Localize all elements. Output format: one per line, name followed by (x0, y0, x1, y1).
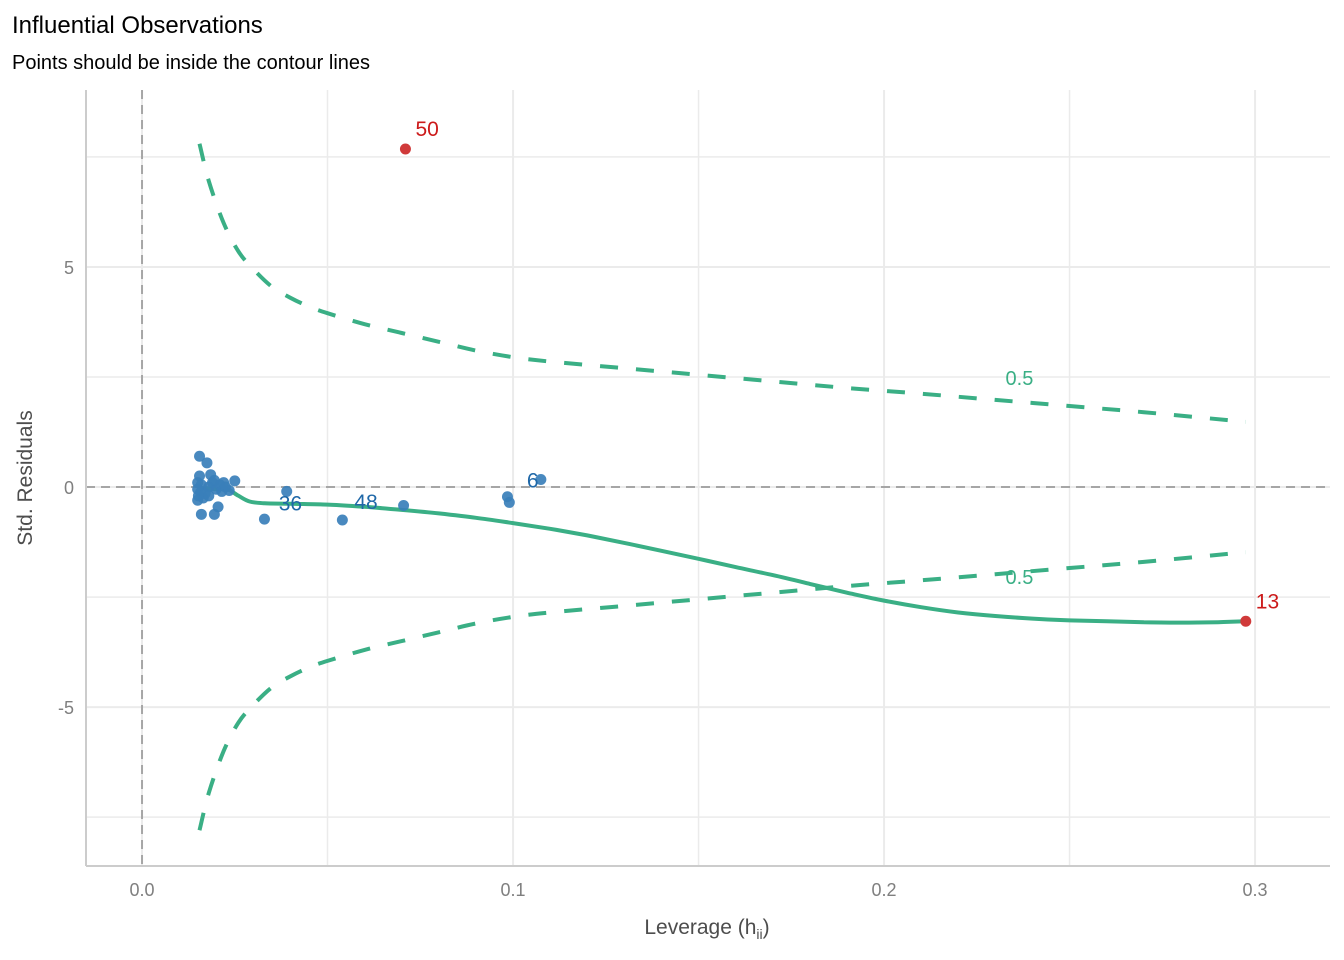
lower-contour-line (197, 550, 1246, 831)
point-label-48: 48 (354, 491, 377, 514)
data-points (192, 143, 1252, 627)
upper-contour-label: 0.5 (1006, 368, 1034, 390)
y-axis-ticks: 5 0 -5 (58, 258, 74, 718)
point-label-6: 6 (527, 470, 539, 493)
data-point (258, 513, 270, 525)
chart-subtitle: Points should be inside the contour line… (12, 52, 370, 74)
data-point (281, 485, 293, 497)
grid-lines (86, 90, 1330, 866)
data-point (203, 490, 215, 502)
data-point (398, 500, 410, 512)
y-tick-label: 5 (64, 258, 74, 278)
point-labels: 36 48 6 50 13 (279, 118, 1279, 613)
smooth-line (199, 485, 1246, 625)
cooks-distance-contours: 0.5 0.5 (197, 143, 1246, 831)
data-point (336, 514, 348, 526)
point-label-36: 36 (279, 492, 302, 515)
data-point (223, 485, 235, 497)
reference-lines (86, 90, 1330, 866)
data-point (229, 475, 241, 487)
data-point (208, 508, 220, 520)
chart-title: Influential Observations (12, 12, 263, 39)
x-axis-title-subscript: ii (756, 926, 762, 942)
data-point (194, 450, 206, 462)
x-axis-title: Leverage (hii) (644, 916, 769, 942)
data-point (195, 508, 207, 520)
x-tick-label: 0.0 (130, 880, 155, 900)
data-point (503, 496, 515, 508)
lower-contour-label: 0.5 (1006, 567, 1034, 589)
x-tick-label: 0.3 (1243, 880, 1268, 900)
x-axis-ticks: 0.0 0.1 0.2 0.3 (130, 880, 1268, 900)
axis-lines (85, 90, 1330, 867)
x-tick-label: 0.1 (501, 880, 526, 900)
x-tick-label: 0.2 (872, 880, 897, 900)
x-axis-title-main: Leverage (h (644, 916, 756, 939)
point-label-13: 13 (1256, 590, 1279, 613)
data-point (535, 474, 547, 486)
influential-point (399, 143, 411, 155)
y-tick-label: 0 (64, 478, 74, 498)
smooth-line-group (199, 485, 1246, 625)
influential-point (1240, 615, 1252, 627)
data-point (192, 494, 204, 506)
upper-contour-line (197, 143, 1246, 424)
point-label-50: 50 (415, 118, 438, 141)
y-tick-label: -5 (58, 698, 74, 718)
data-point (201, 457, 213, 469)
y-axis-title: Std. Residuals (14, 410, 37, 545)
x-axis-title-suffix: ) (763, 916, 770, 939)
